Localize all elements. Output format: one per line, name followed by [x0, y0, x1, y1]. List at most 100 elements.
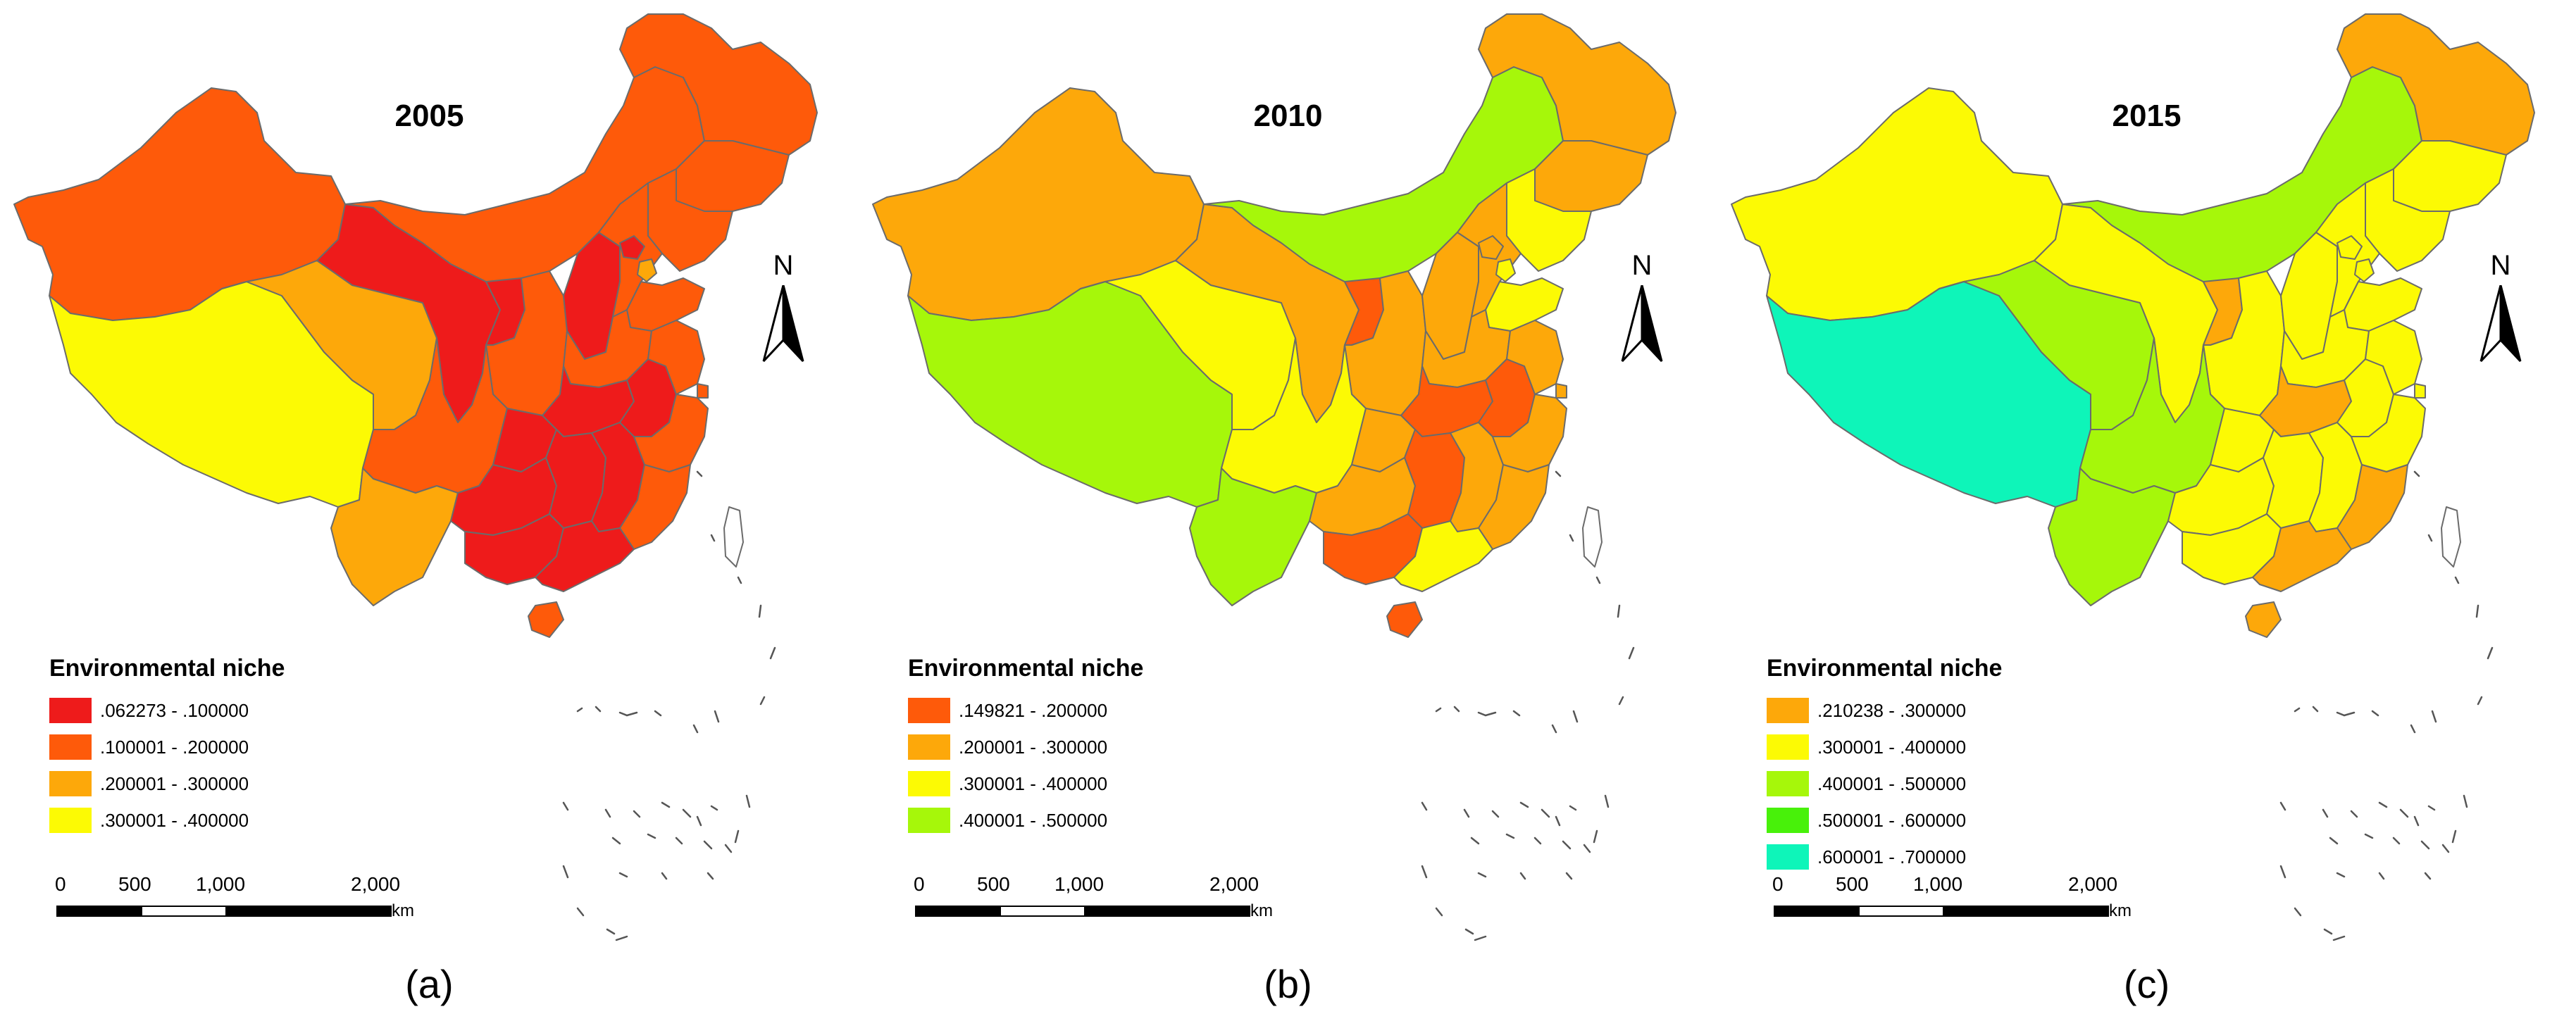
scale-tick: 1,000 [1913, 873, 1963, 895]
province-liaoning [2365, 168, 2451, 272]
north-label: N [773, 250, 794, 281]
province-tianjin [2354, 258, 2375, 282]
island-mark [2487, 646, 2494, 660]
legend-swatch [49, 698, 92, 723]
panel-label: (c) [2123, 962, 2170, 1006]
legend-swatch [1767, 844, 1809, 870]
province-jiangsu [647, 320, 705, 395]
island-mark [2413, 470, 2420, 477]
north-arrow: N [755, 250, 811, 363]
province-liaoning [1506, 168, 1592, 272]
island-mark [1565, 872, 1573, 880]
island-mark [562, 865, 569, 879]
province-jilin [676, 140, 790, 212]
island-mark [647, 833, 657, 839]
province-guangdong [535, 520, 635, 592]
island-mark [2475, 604, 2479, 618]
map-panel-2005: 2005 N Environmental niche .062273 - .10… [0, 0, 859, 1021]
island-mark [1562, 840, 1572, 850]
island-mark [2427, 534, 2433, 542]
island-mark [615, 935, 628, 941]
island-mark [2392, 837, 2401, 845]
island-mark [633, 810, 641, 818]
legend-range-label: .300001 - .400000 [959, 772, 1108, 794]
island-mark [675, 837, 683, 845]
province-zhejiang [633, 394, 709, 472]
scale-segment [1774, 906, 1860, 917]
island-mark [2371, 710, 2379, 717]
scale-segment [1943, 906, 2109, 917]
legend-range-label: .300001 - .400000 [1817, 736, 1967, 758]
legend-swatch [49, 734, 92, 760]
legend-swatch [1767, 734, 1809, 760]
legend-range-label: .200001 - .300000 [959, 736, 1108, 758]
province-taiwan [2441, 506, 2461, 568]
island-mark [1421, 865, 1428, 879]
island-mark [2454, 576, 2460, 584]
north-arrow-icon [2479, 285, 2522, 363]
scale-tick: 2,000 [2068, 873, 2118, 895]
legend-range-label: .300001 - .400000 [100, 809, 249, 831]
island-mark [682, 808, 692, 818]
island-mark [1435, 707, 1442, 713]
island-mark [703, 840, 713, 850]
scale-tick: 2,000 [351, 873, 401, 895]
island-mark [1477, 711, 1497, 717]
island-mark [595, 706, 602, 713]
scale-tick: 2,000 [1209, 873, 1259, 895]
north-arrow-icon [762, 285, 804, 363]
island-mark [696, 470, 703, 477]
province-heilongjiang [619, 13, 818, 156]
island-mark [661, 801, 671, 808]
north-label: N [2490, 250, 2511, 281]
province-shandong [626, 277, 705, 332]
island-mark [2336, 872, 2346, 878]
island-mark [1551, 724, 1557, 734]
island-mark [1572, 710, 1579, 723]
island-mark [2399, 808, 2409, 818]
china-map [872, 13, 1676, 941]
island-mark [654, 710, 662, 717]
island-mark [714, 710, 720, 723]
legend-swatch [49, 808, 92, 833]
map-panel-2010: 2010 N Environmental niche .149821 - .20… [859, 0, 1717, 1021]
province-beijing [619, 235, 645, 260]
island-mark [2378, 872, 2385, 880]
scale-segment [1084, 906, 1250, 917]
scale-bar: 0 500 1,000 2,000 km [1772, 873, 2132, 929]
scale-tick: 0 [914, 873, 925, 895]
scale-tick: 0 [55, 873, 66, 895]
island-mark [2279, 801, 2286, 811]
north-arrow-icon [1621, 285, 1663, 363]
scale-segment [1858, 906, 1944, 917]
province-liaoning [647, 168, 733, 272]
province-fujian [1478, 464, 1550, 550]
legend-range-label: .400001 - .500000 [959, 809, 1108, 831]
legend-item: .100001 - .200000 [49, 732, 285, 763]
island-mark [769, 646, 776, 660]
scale-segment [141, 906, 227, 917]
island-mark [1464, 928, 1474, 935]
scale-bar: 0 500 1,000 2,000 km [914, 873, 1273, 929]
legend-range-label: .400001 - .500000 [1817, 772, 1967, 794]
map-legend: Environmental niche .210238 - .300000 .30… [1767, 655, 2002, 878]
island-mark [2424, 872, 2432, 880]
province-jilin [2393, 140, 2507, 212]
island-mark [1555, 470, 1562, 477]
province-beijing [1478, 235, 1504, 260]
island-mark [1569, 534, 1574, 542]
map-legend: Environmental niche .062273 - .100000 .10… [49, 655, 285, 841]
island-mark [1628, 646, 1635, 660]
province-heilongjiang [2337, 13, 2535, 156]
island-mark [1477, 872, 1487, 878]
legend-item: .600001 - .700000 [1767, 841, 2002, 872]
province-beijing [2337, 235, 2363, 260]
island-mark [606, 928, 616, 935]
legend-item: .400001 - .500000 [1767, 768, 2002, 799]
north-arrow: N [2472, 250, 2529, 363]
legend-item: .200001 - .300000 [49, 768, 285, 799]
legend-swatch [1767, 698, 1809, 723]
province-tianjin [637, 258, 657, 282]
scale-segment [1000, 906, 1085, 917]
island-mark [1617, 604, 1621, 618]
